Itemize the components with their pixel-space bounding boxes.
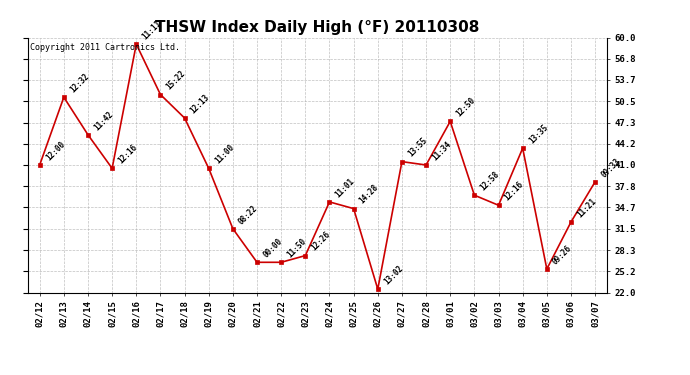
Text: 11:50: 11:50 (286, 237, 308, 260)
Text: 11:11: 11:11 (141, 19, 163, 41)
Text: 11:42: 11:42 (92, 109, 115, 132)
Text: 09:33: 09:33 (600, 156, 622, 179)
Text: 00:00: 00:00 (262, 237, 284, 260)
Text: 09:26: 09:26 (551, 243, 573, 266)
Text: 08:22: 08:22 (237, 203, 259, 226)
Text: 13:02: 13:02 (382, 264, 404, 286)
Text: 11:34: 11:34 (431, 140, 453, 162)
Text: 13:35: 13:35 (527, 123, 549, 146)
Text: 13:55: 13:55 (406, 136, 428, 159)
Text: 12:00: 12:00 (44, 140, 66, 162)
Text: 12:26: 12:26 (310, 230, 332, 253)
Text: 12:13: 12:13 (189, 93, 211, 115)
Text: 12:50: 12:50 (455, 96, 477, 118)
Text: 15:22: 15:22 (165, 69, 187, 92)
Text: 12:16: 12:16 (117, 143, 139, 166)
Title: THSW Index Daily High (°F) 20110308: THSW Index Daily High (°F) 20110308 (155, 20, 480, 35)
Text: 11:00: 11:00 (213, 143, 235, 166)
Text: Copyright 2011 Cartronics Ltd.: Copyright 2011 Cartronics Ltd. (30, 43, 181, 52)
Text: 12:32: 12:32 (68, 72, 90, 94)
Text: 11:21: 11:21 (575, 196, 598, 219)
Text: 11:01: 11:01 (334, 176, 356, 199)
Text: 12:16: 12:16 (503, 180, 525, 203)
Text: 14:28: 14:28 (358, 183, 380, 206)
Text: 12:58: 12:58 (479, 170, 501, 192)
